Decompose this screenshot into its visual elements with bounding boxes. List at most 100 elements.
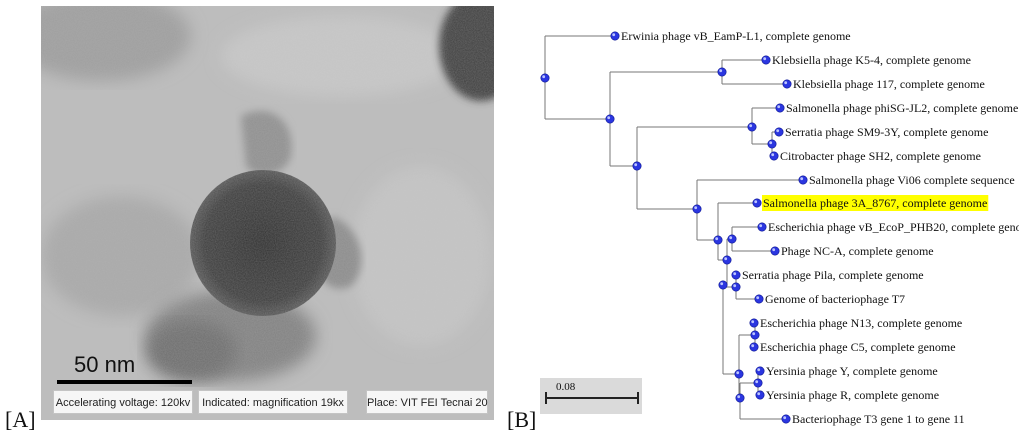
leaf-label: Phage NC-A, complete genome [781, 244, 934, 258]
leaf-node-highlight [777, 105, 781, 109]
leaf-node [774, 127, 784, 137]
internal-node-highlight [724, 257, 728, 261]
leaf-label: Erwinia phage vB_EamP-L1, complete genom… [621, 29, 851, 43]
scale-bar-label: 50 nm [74, 352, 136, 377]
internal-node-highlight [729, 236, 733, 240]
leaf-label: Bacteriophage T3 gene 1 to gene 11 [792, 412, 965, 426]
internal-node [713, 235, 723, 245]
internal-node-highlight [749, 124, 753, 128]
leaf-node [782, 79, 792, 89]
internal-node [731, 282, 741, 292]
leaf-node [610, 31, 620, 41]
internal-node [718, 280, 728, 290]
internal-node [540, 73, 550, 83]
panel-a-label: [A] [5, 407, 36, 432]
leaf-node [798, 175, 808, 185]
internal-node-highlight [694, 206, 698, 210]
scale-legend-label: 0.08 [556, 381, 576, 393]
leaf-node [781, 414, 791, 424]
leaf-node-highlight [751, 344, 755, 348]
internal-node [735, 393, 745, 403]
internal-node [734, 369, 744, 379]
internal-node [753, 378, 763, 388]
scale-legend-background [540, 378, 642, 414]
leaf-label: Escherichia phage vB_EcoP_PHB20, complet… [768, 220, 1019, 234]
leaf-label: Klebsiella phage 117, complete genome [793, 77, 985, 91]
leaf-node-highlight [800, 177, 804, 181]
leaf-node-highlight [784, 81, 788, 85]
leaf-node-highlight [757, 368, 761, 372]
leaf-node-highlight [756, 296, 760, 300]
leaf-node-highlight [771, 153, 775, 157]
internal-node-highlight [607, 116, 611, 120]
leaf-node [775, 103, 785, 113]
leaf-label: Escherichia phage C5, complete genome [760, 340, 956, 354]
leaf-node [769, 151, 779, 161]
internal-node-highlight [720, 282, 724, 286]
internal-node-highlight [542, 75, 546, 79]
leaf-label: Serratia phage SM9-3Y, complete genome [785, 125, 988, 139]
tem-micrograph-panel: 50 nm Accelerating voltage: 120kv Indica… [41, 6, 494, 420]
panel-b-label: [B] [507, 407, 537, 432]
internal-node [717, 67, 727, 77]
leaf-node [752, 198, 762, 208]
leaf-node [757, 222, 767, 232]
internal-node [727, 234, 737, 244]
leaf-label: Klebsiella phage K5-4, complete genome [772, 53, 971, 67]
internal-node-highlight [719, 69, 723, 73]
leaf-node-highlight [754, 200, 758, 204]
internal-node-highlight [634, 163, 638, 167]
internal-node [632, 161, 642, 171]
internal-node [750, 330, 760, 340]
tree-labels: Erwinia phage vB_EamP-L1, complete genom… [621, 29, 1019, 426]
leaf-node [755, 366, 765, 376]
leaf-node-highlight [776, 129, 780, 133]
leaf-node-highlight [772, 248, 776, 252]
scale-legend: 0.08 [540, 378, 642, 414]
internal-node-highlight [736, 371, 740, 375]
internal-node [747, 122, 757, 132]
leaf-node-highlight [733, 272, 737, 276]
leaf-node-highlight [612, 33, 616, 37]
leaf-node [761, 55, 771, 65]
leaf-label: Salmonella phage Vi06 complete sequence [809, 173, 1015, 187]
phylogenetic-tree: Erwinia phage vB_EamP-L1, complete genom… [540, 29, 1019, 426]
internal-node [722, 255, 732, 265]
leaf-node [770, 246, 780, 256]
leaf-label: Yersinia phage Y, complete genome [766, 364, 938, 378]
leaf-node [755, 390, 765, 400]
internal-node [692, 204, 702, 214]
internal-node-highlight [737, 395, 741, 399]
internal-node [605, 114, 615, 124]
accelerating-voltage-box: Accelerating voltage: 120kv [53, 390, 193, 414]
scale-bar [57, 380, 192, 384]
leaf-node-highlight [783, 416, 787, 420]
leaf-node-highlight [759, 224, 763, 228]
micrograph-image [41, 6, 494, 420]
leaf-node [749, 342, 759, 352]
leaf-node [749, 318, 759, 328]
leaf-label: Citrobacter phage SH2, complete genome [780, 149, 981, 163]
leaf-node-highlight [763, 57, 767, 61]
leaf-node [754, 294, 764, 304]
internal-node-highlight [755, 380, 759, 384]
internal-node-highlight [715, 237, 719, 241]
leaf-node-highlight [751, 320, 755, 324]
internal-node-highlight [752, 332, 756, 336]
highlighted-leaf-background [762, 195, 989, 211]
place-box: Place: VIT FEI Tecnai 20 [366, 390, 488, 414]
leaf-label: Serratia phage Pila, complete genome [742, 268, 924, 282]
internal-node-highlight [769, 141, 773, 145]
tree-branches [544, 35, 803, 420]
leaf-label: Salmonella phage phiSG-JL2, complete gen… [786, 101, 1018, 115]
leaf-label: Genome of bacteriophage T7 [765, 292, 905, 306]
internal-node-highlight [733, 284, 737, 288]
magnification-box: Indicated: magnification 19kx [198, 390, 348, 414]
internal-node [767, 139, 777, 149]
leaf-label: Salmonella phage 3A_8767, complete genom… [763, 196, 987, 210]
leaf-label: Escherichia phage N13, complete genome [760, 316, 962, 330]
leaf-node [731, 270, 741, 280]
leaf-label: Yersinia phage R, complete genome [766, 388, 939, 402]
tree-nodes [540, 31, 808, 424]
leaf-node-highlight [757, 392, 761, 396]
